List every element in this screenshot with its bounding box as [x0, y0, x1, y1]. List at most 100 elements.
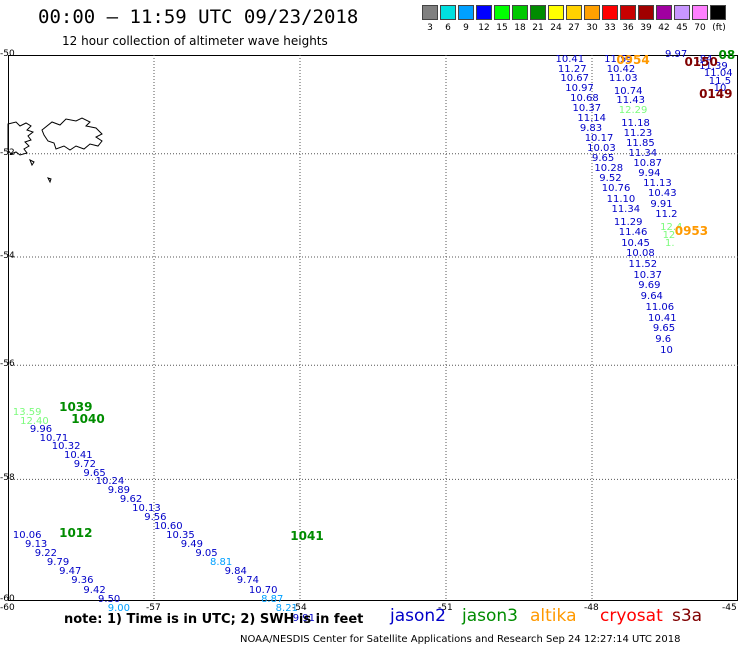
legend-swatch: [602, 5, 618, 20]
wave-height-value: 10.41: [63, 450, 93, 462]
wave-height-value: 11.5: [708, 75, 732, 87]
wave-height-value: 11.52: [628, 258, 658, 270]
wave-height-value: 11.34: [611, 203, 641, 215]
wave-height-value: 9.52: [599, 173, 622, 185]
legend-label: 15: [496, 23, 508, 33]
wave-height-value: 8.21: [275, 603, 298, 615]
wave-height-value: 9.6: [655, 334, 672, 346]
wave-height-value: 9.22: [34, 547, 58, 559]
legend-label: 12: [478, 23, 490, 33]
wave-height-value: 9.91: [650, 198, 673, 210]
map-frame: [8, 55, 738, 601]
legend-label: 30: [586, 23, 598, 33]
wave-height-value: 9.96: [29, 424, 53, 436]
wave-height-value: 10.32: [51, 441, 81, 453]
wave-height-value: 11.29: [613, 216, 643, 228]
pass-time-label: 1041: [290, 528, 324, 543]
wave-height-value: 9.94: [638, 167, 661, 179]
legend-swatch: [584, 5, 600, 20]
chart-title: 00:00 – 11:59 UTC 09/23/2018: [38, 6, 359, 28]
wave-height-value: 11.43: [616, 95, 645, 107]
lat-tick-label: -54: [0, 250, 15, 261]
wave-height-value: 10.37: [633, 269, 662, 281]
wave-height-value: 11.34: [628, 147, 658, 159]
wave-height-value: 12.29: [618, 105, 648, 117]
legend-swatch: [440, 5, 456, 20]
legend-label: 18: [514, 23, 526, 33]
satellite-name: cryosat: [600, 606, 663, 626]
wave-height-value: 13.59: [12, 407, 42, 418]
pass-time-label: 1040: [71, 411, 105, 426]
legend-swatch: [674, 5, 690, 20]
wave-height-value: 11.55: [604, 53, 633, 65]
legend-label: 70: [694, 23, 706, 33]
wave-height-value: 10.43: [647, 188, 677, 200]
wave-height-value: 1.: [665, 237, 675, 249]
wave-height-value: 10.41: [647, 312, 677, 324]
wave-height-value: 10.97: [565, 83, 594, 95]
legend-label: 9: [463, 23, 469, 33]
wave-height-value: 10.76: [601, 183, 631, 195]
wave-height-value: 10.06: [12, 529, 42, 541]
wave-height-value: 9.69: [638, 280, 661, 292]
wave-height-value: 11.06: [645, 301, 675, 313]
wave-height-value: 9.65: [592, 152, 615, 164]
chart-subtitle: 12 hour collection of altimeter wave hei…: [62, 34, 328, 48]
legend-swatch: [548, 5, 564, 20]
wave-height-value: 9.74: [236, 575, 259, 587]
wave-height-value: 9.65: [83, 467, 106, 479]
legend-swatch: [458, 5, 474, 20]
legend-label: 21: [532, 23, 544, 33]
wave-height-value: 9.65: [652, 323, 676, 335]
pass-time-label: 0150: [684, 55, 718, 70]
legend-swatch: [638, 5, 654, 20]
wave-height-value: 10.17: [584, 132, 614, 144]
legend-label: 6: [445, 23, 451, 33]
wave-height-value: 11.23: [623, 127, 653, 139]
lat-tick-label: -50: [0, 49, 15, 59]
wave-height-value: 11.39: [699, 61, 728, 73]
wave-height-value: 9.64: [640, 290, 663, 302]
satellite-name: jason3: [462, 606, 518, 626]
lon-tick-label: -54: [292, 603, 307, 613]
wave-height-value: 11.27: [557, 63, 587, 75]
wave-height-value: 10.24: [95, 476, 125, 488]
lon-tick-label: -60: [0, 603, 15, 613]
legend-label: 27: [568, 23, 580, 33]
legend-label: 33: [604, 23, 616, 33]
wave-height-value: 12: [662, 229, 676, 241]
pass-time-label: 0954: [616, 52, 650, 67]
wave-height-value: 10.28: [594, 162, 624, 174]
wave-height-value: 8.87: [261, 594, 284, 605]
pass-time-label: 08: [718, 48, 736, 62]
legend-label: 36: [622, 23, 634, 33]
wave-height-value: 11.03: [609, 73, 638, 85]
pass-time-label: 1039: [59, 400, 93, 415]
wave-height-value: 10.37: [572, 102, 602, 114]
lat-tick-label: -56: [0, 359, 15, 370]
wave-height-value: 10.68: [570, 92, 599, 104]
legend-label: 45: [676, 23, 688, 33]
satellite-name: s3a: [672, 606, 703, 626]
legend-swatch: [476, 5, 492, 20]
wave-height-value: 10.87: [633, 157, 662, 169]
legend-swatch: [512, 5, 528, 20]
wave-height-value: 8.81: [209, 557, 233, 569]
wave-height-value: 9.50: [98, 594, 121, 605]
wave-height-value: 9.97: [665, 49, 688, 60]
wave-height-value: 9.72: [73, 458, 96, 470]
wave-height-value: 10: [660, 345, 673, 357]
wave-height-value: 9.47: [59, 566, 82, 578]
wave-height-value: 11.13: [643, 178, 672, 190]
wave-height-value: 9.89: [107, 485, 131, 497]
wave-height-value: 10.70: [248, 584, 278, 596]
pass-time-label: 0953: [674, 223, 709, 238]
wave-height-value: 10.67: [560, 73, 589, 85]
lon-tick-label: -57: [146, 603, 161, 613]
legend-label: 24: [550, 23, 562, 33]
wave-height-value: 10.60: [154, 520, 183, 532]
satellite-name: jason2: [390, 606, 446, 626]
wave-height-value: 11.2: [655, 209, 678, 221]
wave-height-value: 11.18: [621, 117, 650, 129]
